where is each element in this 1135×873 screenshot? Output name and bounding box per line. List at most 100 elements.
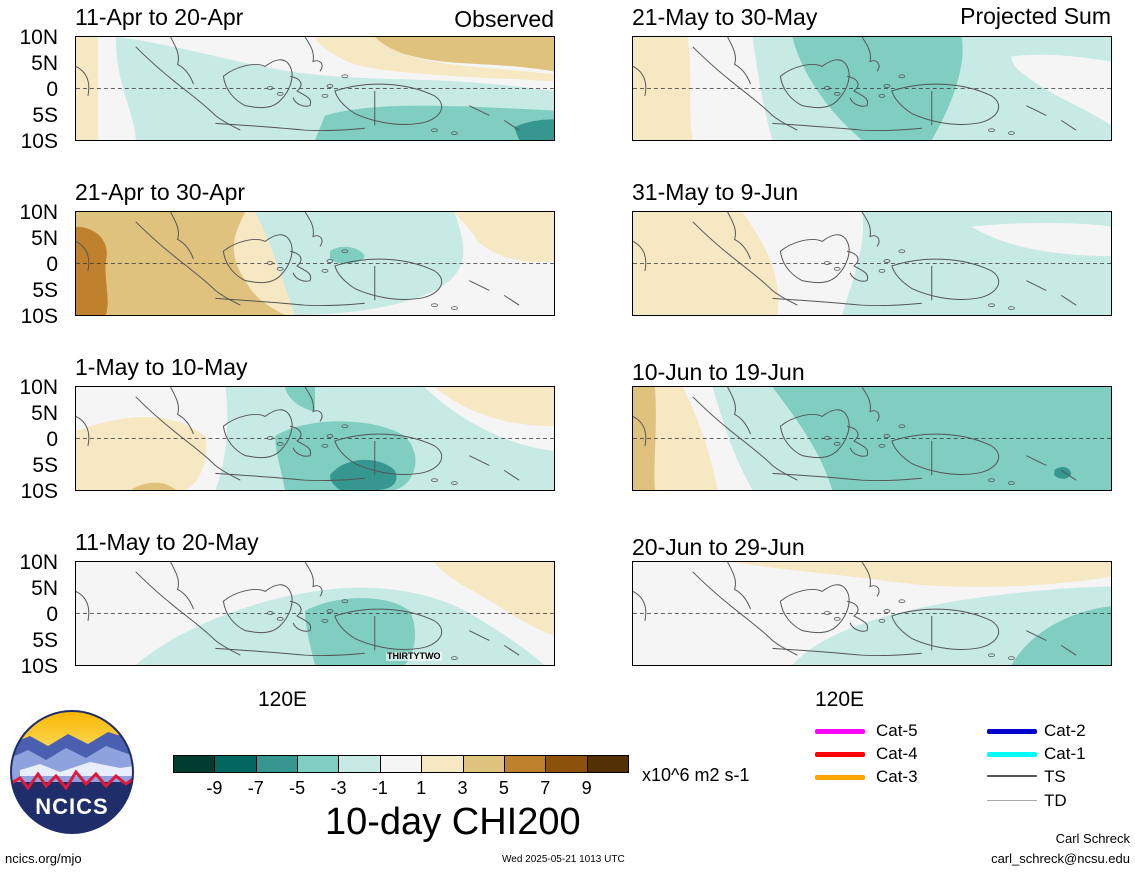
coastline — [779, 234, 850, 284]
island — [1008, 131, 1015, 135]
anomaly-contour — [732, 562, 1111, 587]
legend-label-ts: TS — [1044, 767, 1066, 786]
lon-label-left: 120E — [258, 688, 308, 711]
island — [823, 261, 831, 265]
anomaly-contour — [454, 212, 554, 263]
anomaly-contour — [285, 387, 315, 412]
panel-title-4: 11-May to 20-May — [75, 529, 259, 555]
coastline — [334, 258, 443, 300]
coastline — [215, 297, 365, 307]
coastline — [779, 409, 850, 459]
island — [431, 478, 438, 483]
colorbar-tick-label: -3 — [330, 778, 347, 798]
coastline — [76, 415, 90, 446]
coastline — [469, 280, 520, 306]
lat-label: 10N — [19, 201, 58, 224]
map-panel-7 — [632, 386, 1112, 491]
coastline — [1026, 455, 1077, 481]
coastline — [633, 240, 647, 271]
coastline — [779, 59, 850, 109]
island — [883, 259, 891, 263]
coastline — [215, 122, 365, 132]
anomaly-contour — [329, 459, 397, 490]
island — [898, 249, 906, 254]
coastline — [170, 37, 194, 85]
island — [341, 424, 349, 429]
coastline — [290, 600, 312, 632]
island — [341, 599, 349, 604]
map-svg — [633, 37, 1111, 140]
legend-line-ts — [987, 775, 1037, 777]
anomaly-contour — [130, 482, 176, 490]
ncics-logo-icon — [10, 710, 134, 834]
coastline — [290, 425, 312, 457]
lat-label: 5S — [32, 454, 58, 477]
island — [451, 656, 458, 660]
colorbar-swatch — [462, 755, 505, 773]
lat-label: 5S — [32, 104, 58, 127]
colorbar-swatch — [297, 755, 340, 773]
colorbar-tick-label: 7 — [540, 778, 551, 798]
coastline — [891, 433, 1000, 475]
coastline — [891, 83, 1000, 125]
island — [321, 618, 329, 623]
map-panel-6 — [632, 211, 1112, 316]
anomaly-contour — [76, 416, 207, 490]
coastline — [222, 59, 293, 109]
island — [833, 92, 841, 96]
coastline — [891, 608, 1000, 650]
anomaly-contour — [1011, 606, 1111, 665]
island — [451, 131, 458, 135]
legend-label-cat1: Cat-1 — [1044, 744, 1086, 763]
legend-label-cat3: Cat-3 — [876, 767, 918, 786]
island — [451, 481, 458, 485]
panel-title-3: 1-May to 10-May — [75, 354, 248, 380]
coastline — [304, 562, 323, 597]
colorbar-tick-label: 3 — [457, 778, 468, 798]
island — [898, 424, 906, 429]
coastline — [222, 234, 293, 284]
projected-header: Projected Sum — [960, 3, 1111, 29]
map-svg — [76, 387, 554, 490]
anomaly-contour — [514, 119, 554, 140]
island — [898, 74, 906, 79]
island — [326, 434, 334, 438]
map-svg — [633, 387, 1111, 490]
legend-label-td: TD — [1044, 791, 1067, 810]
coastline — [170, 212, 194, 260]
footer-email: carl_schreck@ncsu.edu — [991, 851, 1130, 866]
coastline — [222, 584, 293, 634]
coastline — [304, 37, 323, 72]
map-svg — [633, 562, 1111, 665]
lat-label: 5S — [32, 279, 58, 302]
island — [878, 93, 886, 98]
coastline — [170, 562, 194, 610]
map-panel-8 — [632, 561, 1112, 666]
coastline — [290, 75, 312, 107]
coastline — [304, 212, 323, 247]
coastline — [633, 415, 647, 446]
storm-legend: Cat-5 Cat-4 Cat-3 Cat-2 Cat-1 TS TD — [815, 720, 1115, 815]
island — [266, 611, 274, 615]
lat-label: 0 — [46, 253, 58, 276]
island — [1008, 481, 1015, 485]
coastline — [1026, 105, 1077, 131]
anomaly-contour — [76, 226, 108, 315]
lat-label: 5N — [31, 52, 58, 75]
island — [898, 599, 906, 604]
coastline — [334, 433, 443, 475]
coastline — [76, 590, 90, 621]
coastline — [334, 608, 443, 650]
island — [276, 442, 284, 446]
anomaly-contour — [374, 37, 554, 72]
coastline — [290, 250, 312, 282]
lat-label: 10S — [20, 305, 58, 328]
island — [431, 128, 438, 133]
island — [326, 609, 334, 613]
coastline — [847, 425, 869, 457]
anomaly-contour — [434, 562, 554, 636]
colorbar-swatch — [503, 755, 547, 773]
map-panel-3 — [75, 386, 555, 491]
coastline — [215, 472, 365, 482]
coastline — [633, 590, 647, 621]
